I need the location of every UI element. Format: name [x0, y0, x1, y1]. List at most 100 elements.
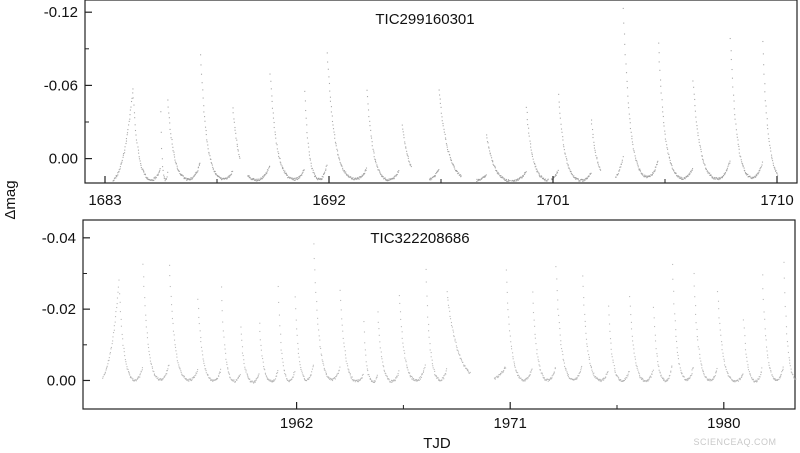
data-point: [132, 97, 134, 99]
data-point: [339, 366, 341, 368]
data-point: [770, 150, 772, 152]
data-point: [312, 169, 314, 171]
data-point: [186, 379, 188, 381]
data-point: [735, 380, 737, 382]
data-point: [596, 377, 598, 379]
data-point: [126, 366, 128, 368]
data-point: [145, 314, 147, 316]
data-point: [495, 169, 497, 171]
data-point: [338, 156, 340, 158]
data-point: [529, 374, 531, 376]
data-point: [455, 170, 457, 172]
data-point: [232, 170, 234, 172]
data-point: [196, 372, 198, 374]
data-point: [340, 163, 342, 165]
data-point: [579, 371, 581, 373]
data-point: [589, 173, 591, 175]
data-point: [198, 322, 200, 325]
data-point: [185, 378, 187, 380]
data-point: [772, 162, 774, 164]
data-point: [694, 296, 696, 298]
data-point: [394, 379, 396, 381]
data-point: [525, 171, 527, 173]
data-point: [737, 380, 739, 382]
data-point: [151, 367, 154, 369]
data-point: [573, 176, 575, 178]
data-point: [297, 348, 299, 350]
data-point: [632, 148, 634, 150]
data-point: [563, 360, 565, 362]
data-point: [503, 369, 505, 372]
data-point: [550, 377, 552, 379]
data-point: [583, 304, 585, 306]
data-point: [599, 168, 601, 170]
data-point: [156, 377, 158, 379]
data-point: [647, 176, 649, 178]
data-point: [245, 371, 247, 373]
data-point: [229, 174, 231, 176]
data-point: [702, 159, 704, 161]
data-point: [637, 166, 639, 168]
data-point: [669, 374, 671, 377]
data-point: [310, 165, 312, 167]
data-point: [336, 150, 339, 152]
data-point: [147, 177, 149, 179]
data-point: [318, 329, 320, 331]
data-point: [596, 158, 598, 160]
data-point: [238, 153, 240, 156]
data-point: [515, 179, 517, 181]
data-point: [180, 174, 182, 176]
data-point: [181, 373, 183, 375]
data-point: [745, 172, 748, 175]
data-point: [580, 369, 582, 371]
data-point: [792, 374, 794, 376]
data-point: [287, 379, 289, 382]
data-point: [418, 379, 420, 381]
data-point: [371, 379, 373, 382]
data-point: [237, 376, 239, 378]
data-point: [390, 381, 392, 383]
data-point: [226, 177, 228, 179]
data-point: [299, 361, 301, 363]
data-point: [287, 177, 289, 179]
data-point: [327, 376, 329, 378]
data-point: [402, 128, 404, 130]
data-point: [148, 354, 151, 356]
data-point: [326, 164, 328, 166]
data-point: [682, 376, 684, 378]
data-point: [353, 379, 355, 381]
data-point: [530, 149, 532, 151]
data-point: [284, 172, 286, 175]
data-point: [335, 143, 337, 145]
data-point: [129, 374, 131, 376]
data-point: [568, 167, 570, 169]
data-point: [591, 369, 593, 371]
data-point: [663, 125, 665, 127]
data-point: [652, 369, 654, 371]
data-point: [476, 178, 478, 180]
data-point: [727, 372, 729, 375]
data-point: [590, 364, 592, 366]
data-point: [389, 381, 391, 383]
data-point: [696, 336, 698, 338]
data-point: [631, 335, 633, 337]
data-point: [316, 178, 318, 180]
data-point: [146, 178, 148, 180]
data-point: [490, 155, 492, 157]
data-point: [553, 371, 555, 373]
data-point: [616, 174, 619, 176]
data-point: [124, 359, 126, 361]
data-point: [256, 178, 258, 180]
data-point: [242, 355, 244, 357]
data-point: [650, 376, 652, 378]
data-point: [726, 168, 728, 170]
data-point: [132, 378, 134, 380]
data-point: [714, 176, 716, 179]
data-point: [446, 291, 448, 293]
data-point: [172, 322, 174, 325]
data-point: [772, 164, 775, 166]
data-point: [406, 367, 408, 369]
data-point: [350, 176, 352, 178]
data-point: [277, 285, 279, 288]
data-point: [720, 334, 722, 336]
